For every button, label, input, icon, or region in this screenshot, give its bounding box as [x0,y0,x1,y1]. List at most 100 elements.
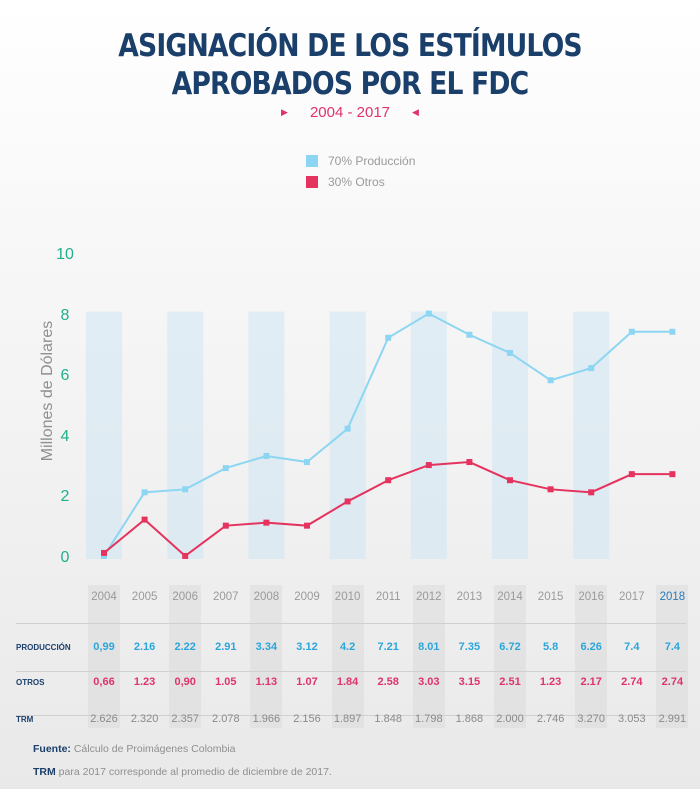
table-column-stripe [494,585,526,728]
table-divider [16,623,686,624]
column-stripe-2016 [573,311,610,559]
table-cell: 3.34 [255,641,278,653]
x-tick-label: 2008 [253,591,280,603]
triangle-right-icon: ▶ [281,107,288,117]
series-0-point-2018 [669,328,676,335]
table-cell: 4.2 [339,641,356,653]
table-cell: 1.13 [255,676,278,688]
series-1-point-2014 [507,477,513,484]
table-cell: 1.798 [415,713,443,725]
series-0-point-2006 [182,486,189,493]
table-cell: 5.8 [542,641,559,653]
table-column-stripe [656,585,689,728]
x-tick-label: 2017 [619,591,645,603]
series-1-point-2018 [669,471,676,478]
table-cell: 7.4 [664,641,681,653]
footer-source: Fuente: Cálculo de Proimágenes Colombia [33,743,236,755]
series-0-point-2009 [304,459,310,466]
table-cell: 0,66 [93,676,115,688]
footer-source-text: Cálculo de Proimágenes Colombia [70,743,236,755]
y-tick-label: 0 [60,549,70,566]
table-cell: 1.23 [539,676,562,688]
series-0-point-2014 [507,349,513,356]
table-cell: 7.35 [458,641,481,653]
series-1-point-2006 [182,552,189,559]
table-divider [16,715,686,716]
column-stripe-2004 [86,311,122,559]
table-cell: 2.58 [377,676,399,688]
series-0-point-2013 [466,331,473,338]
x-tick-label: 2016 [578,591,604,603]
series-0-point-2017 [628,328,635,335]
table-cell: 2.000 [496,713,524,725]
series-1-point-2017 [628,471,635,478]
series-1-point-2005 [141,516,148,523]
table-cell: 1.05 [215,676,237,688]
series-0-point-2015 [547,377,554,384]
series-0-point-2011 [385,334,392,341]
table-cell: 2.16 [133,641,156,653]
table-cell: 0,90 [174,676,196,688]
y-tick-label: 2 [60,488,70,506]
table-cell: 3.12 [296,641,318,653]
table-cell: 2.51 [499,676,521,688]
table-cell: 2.320 [130,713,159,725]
table-row-label: PRODUCCIÓN [16,643,71,652]
legend-item-produccion: 70% Producción [306,154,415,168]
table-cell: 1.897 [333,713,362,725]
x-tick-label: 2015 [537,591,564,603]
table-cell: 1.84 [336,676,359,688]
chart-subtitle: ▶ 2004 - 2017 ◀ [0,104,700,121]
y-tick-label: 8 [60,306,70,324]
table-column-stripe [412,585,445,728]
legend-swatch-produccion [306,155,318,167]
series-0-point-2005 [141,489,148,496]
x-tick-label: 2010 [334,591,361,603]
table-cell: 2.078 [212,713,240,725]
table-column-stripe [169,585,202,728]
table-cell: 2.746 [536,713,565,725]
x-tick-label: 2009 [294,591,320,603]
x-tick-label: 2007 [213,591,239,603]
column-stripe-2010 [329,311,366,559]
y-tick-label: 10 [56,246,74,263]
y-tick-label: 6 [60,367,70,385]
subtitle-text: 2004 - 2017 [309,104,391,121]
footer-trm-note: TRM para 2017 corresponde al promedio de… [33,766,332,778]
series-0-point-2008 [263,452,270,459]
chart-title-line1: ASIGNACIÓN DE LOS ESTÍMULOS [118,28,582,64]
column-stripe-2006 [167,311,204,559]
series-1-point-2007 [222,522,229,529]
x-tick-label: 2006 [172,591,198,603]
series-0-point-2016 [588,365,595,372]
table-cell: 0,99 [93,641,115,653]
series-1-point-2004 [101,549,107,556]
table-cell: 2.22 [174,641,196,653]
x-tick-label: 2005 [131,591,158,603]
series-1-point-2008 [263,519,270,526]
table-divider [16,671,686,672]
footer-source-label: Fuente: [33,743,71,755]
series-1-point-2010 [344,498,351,505]
table-cell: 2.91 [215,641,237,653]
table-column-stripe [575,585,608,728]
legend-label-otros: 30% Otros [328,175,385,189]
x-tick-label: 2014 [497,591,523,603]
x-tick-label: 2018 [659,591,686,603]
series-1-point-2013 [466,459,473,466]
table-cell: 1.868 [455,713,484,725]
table-cell: 6.72 [499,641,521,653]
table-row-label: OTROS [16,678,45,687]
table-column-stripe [88,585,120,728]
legend-label-produccion: 70% Producción [328,154,416,168]
series-0-point-2004 [101,552,107,559]
table-column-stripe [250,585,283,728]
chart-title-line2: APROBADOS POR EL FDC [171,66,530,102]
table-cell: 3.270 [577,713,605,725]
table-cell: 2.357 [171,713,199,725]
column-stripe-2008 [248,311,285,559]
x-tick-label: 2012 [416,591,442,603]
legend-item-otros: 30% Otros [306,175,385,189]
data-table: 2004 2005 2006 2007 2008 2009 2010 2011 2012 2013… [16,585,689,728]
table-cell: 3.03 [418,676,440,688]
